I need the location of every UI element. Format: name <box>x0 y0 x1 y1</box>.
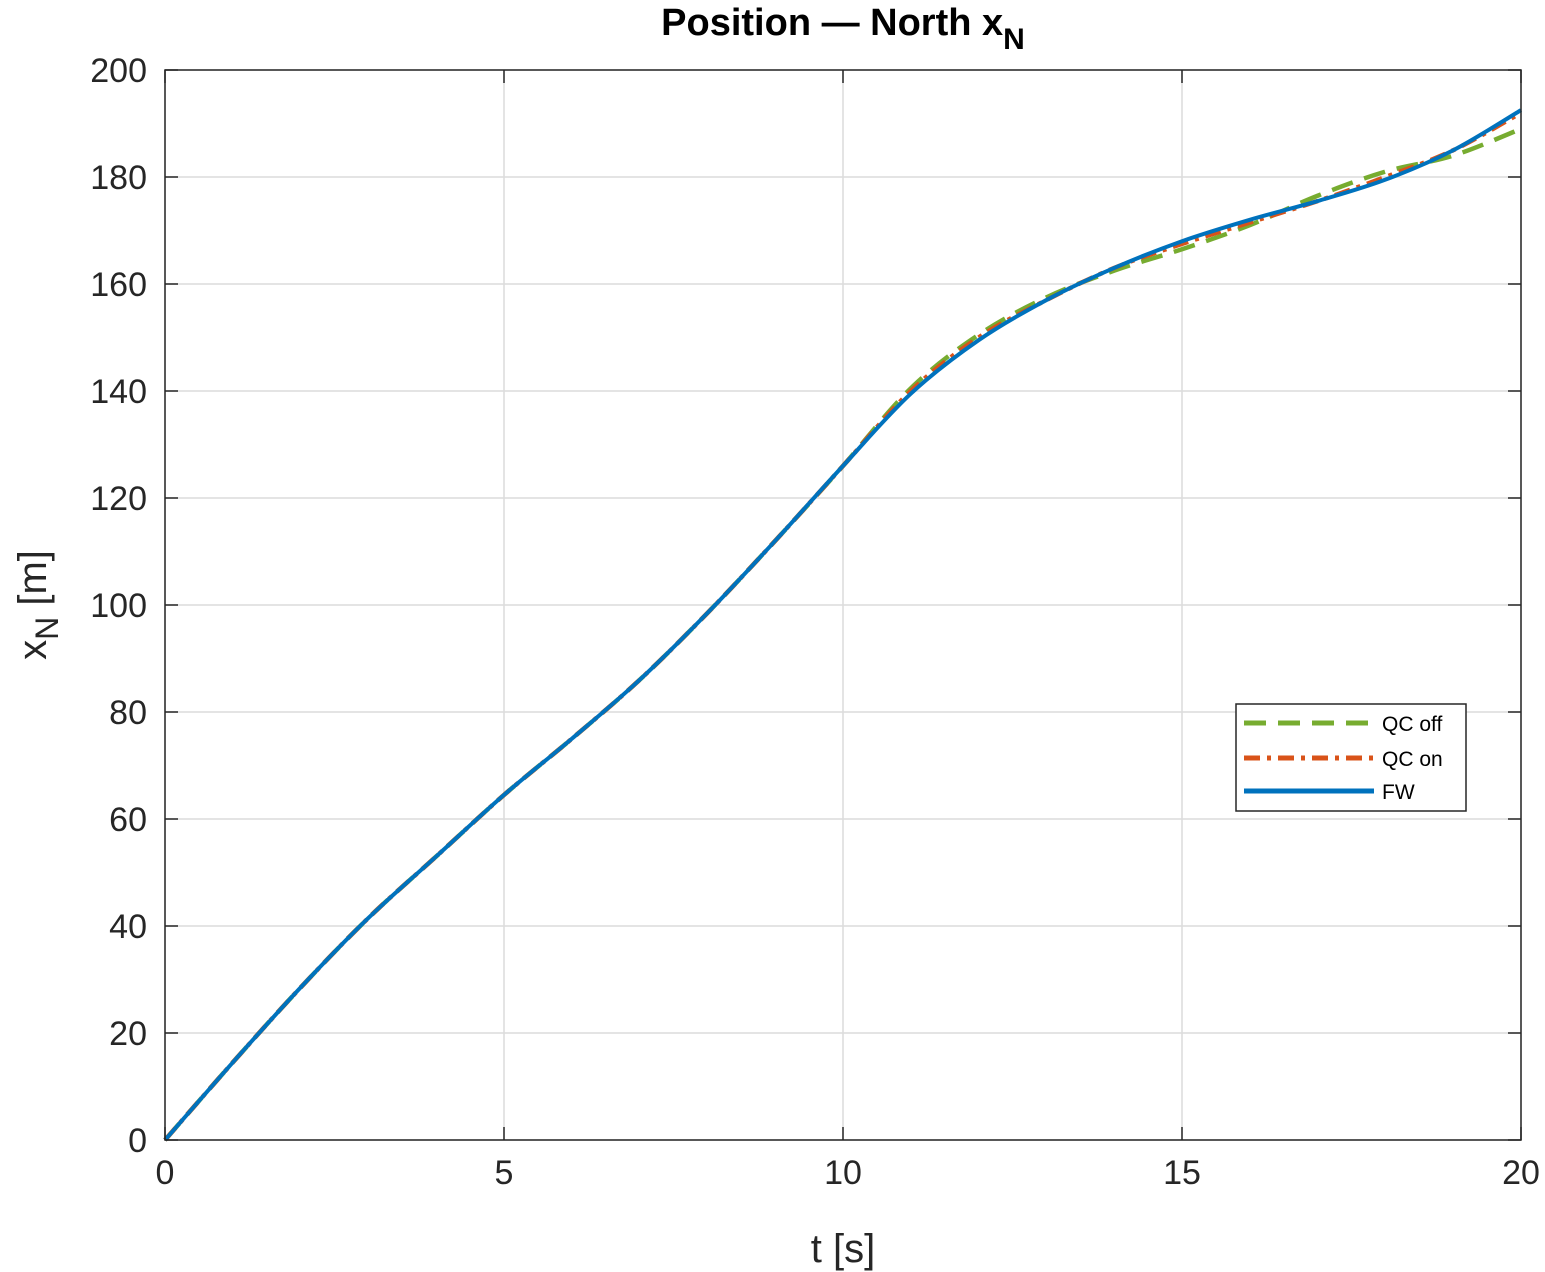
y-axis-label-main: x <box>11 640 55 660</box>
chart-title-subscript: N <box>1003 23 1025 56</box>
y-tick-label: 160 <box>90 266 147 304</box>
legend-label-fw: FW <box>1382 781 1415 804</box>
legend-label-qc-on: QC on <box>1382 748 1443 771</box>
y-tick-label: 200 <box>90 52 147 90</box>
y-axis-label-subscript: N <box>29 617 65 640</box>
chart-title: Position — North xN <box>661 2 1025 56</box>
y-tick-label: 80 <box>109 694 147 732</box>
y-tick-label: 0 <box>128 1122 147 1160</box>
series-line-fw <box>163 108 1523 1142</box>
x-tick-label: 10 <box>824 1154 862 1192</box>
y-tick-label: 100 <box>90 587 147 625</box>
plot-series <box>163 108 1523 1142</box>
y-tick-label: 20 <box>109 1015 147 1053</box>
y-tick-label: 120 <box>90 480 147 518</box>
y-tick-label: 140 <box>90 373 147 411</box>
legend-label-qc-off: QC off <box>1382 713 1442 736</box>
y-axis-label: xN [m] <box>11 550 65 660</box>
y-tick-label: 180 <box>90 159 147 197</box>
x-tick-label: 15 <box>1163 1154 1201 1192</box>
tick-marks <box>164 69 1522 1141</box>
x-tick-label: 0 <box>156 1154 175 1192</box>
legend: QC off QC on FW <box>1235 703 1467 812</box>
x-tick-label: 20 <box>1502 1154 1540 1192</box>
y-tick-label: 60 <box>109 801 147 839</box>
x-axis-label: t [s] <box>811 1227 875 1271</box>
y-axis-label-unit: [m] <box>11 550 55 617</box>
y-tick-label: 40 <box>109 908 147 946</box>
chart-title-main: Position — North x <box>661 2 1003 44</box>
x-tick-label: 5 <box>495 1154 514 1192</box>
